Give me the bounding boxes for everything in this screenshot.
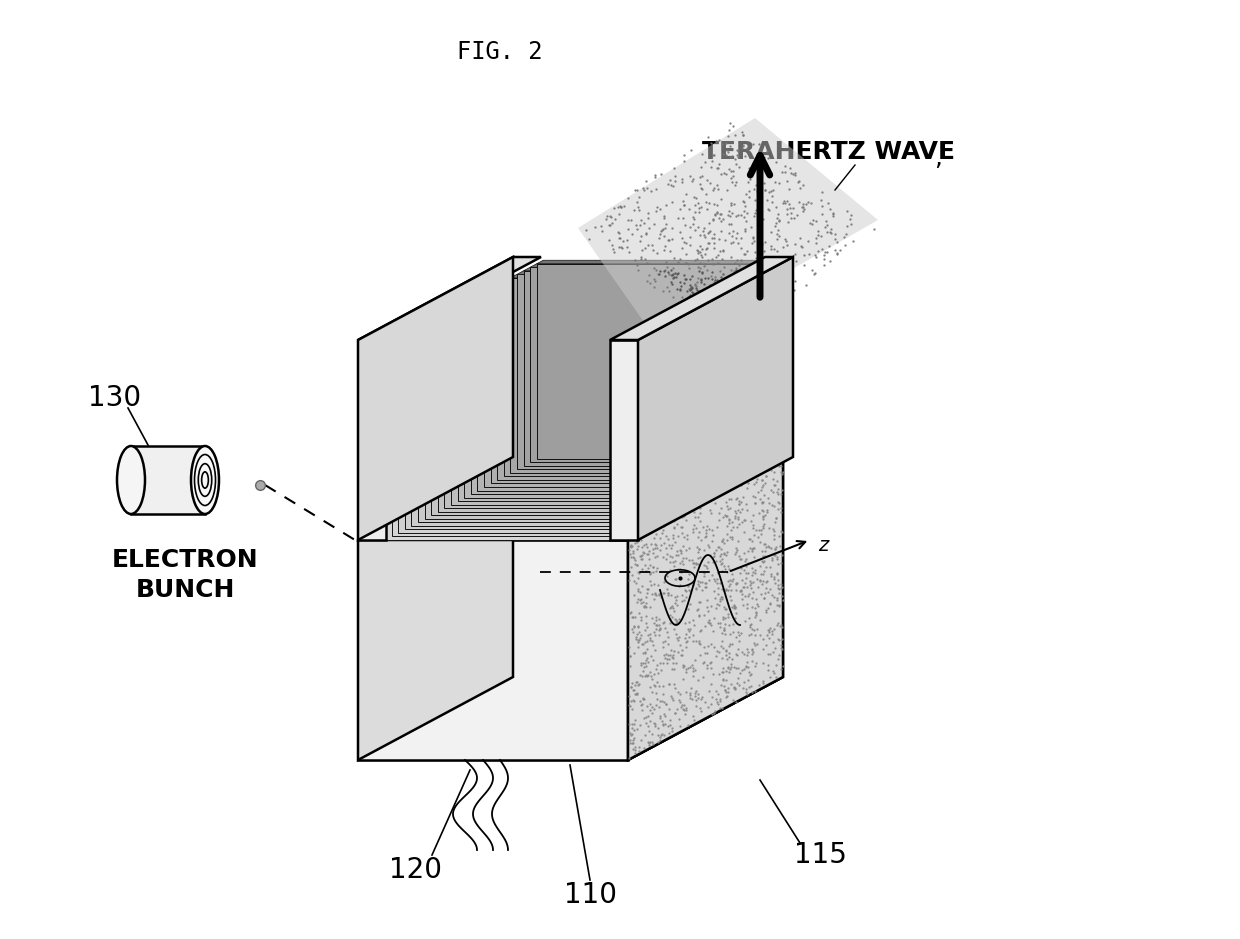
Polygon shape — [358, 257, 541, 340]
Text: FIG. 2: FIG. 2 — [458, 40, 543, 64]
Polygon shape — [404, 334, 630, 530]
Text: 130: 130 — [88, 384, 141, 412]
Polygon shape — [537, 264, 761, 459]
Polygon shape — [511, 274, 742, 278]
Polygon shape — [444, 314, 670, 508]
Polygon shape — [484, 292, 709, 487]
Text: TERAHERTZ WAVE: TERAHERTZ WAVE — [702, 140, 955, 164]
Polygon shape — [497, 282, 729, 285]
Polygon shape — [578, 118, 878, 345]
Polygon shape — [432, 320, 656, 516]
Polygon shape — [131, 446, 205, 514]
Polygon shape — [451, 310, 676, 504]
Text: 110: 110 — [563, 881, 616, 909]
Polygon shape — [384, 345, 610, 540]
Polygon shape — [491, 285, 722, 288]
Polygon shape — [610, 340, 639, 540]
Polygon shape — [424, 324, 650, 519]
Polygon shape — [358, 457, 513, 760]
Text: z: z — [818, 535, 828, 555]
Polygon shape — [464, 300, 696, 302]
Polygon shape — [438, 314, 670, 316]
Text: ,: , — [934, 146, 942, 170]
Text: 120: 120 — [388, 856, 441, 884]
Polygon shape — [418, 324, 650, 328]
Polygon shape — [517, 274, 742, 470]
Polygon shape — [627, 457, 782, 760]
Polygon shape — [358, 540, 627, 760]
Polygon shape — [523, 268, 755, 270]
Text: 115: 115 — [794, 841, 847, 869]
Polygon shape — [404, 331, 636, 334]
Ellipse shape — [191, 446, 219, 514]
Polygon shape — [477, 296, 702, 490]
Polygon shape — [517, 270, 749, 274]
Polygon shape — [398, 338, 624, 533]
Polygon shape — [392, 338, 624, 342]
Polygon shape — [438, 316, 662, 512]
Polygon shape — [432, 316, 662, 320]
Polygon shape — [511, 278, 735, 473]
Text: ELECTRON
BUNCH: ELECTRON BUNCH — [112, 548, 258, 602]
Polygon shape — [503, 278, 735, 282]
Polygon shape — [477, 292, 709, 296]
Polygon shape — [444, 310, 676, 314]
Polygon shape — [358, 257, 513, 540]
Polygon shape — [458, 306, 682, 501]
Polygon shape — [471, 300, 696, 494]
Polygon shape — [471, 296, 702, 300]
Polygon shape — [418, 328, 644, 522]
Polygon shape — [484, 288, 715, 292]
Polygon shape — [398, 334, 630, 338]
Polygon shape — [531, 264, 761, 268]
Polygon shape — [610, 257, 794, 340]
Polygon shape — [384, 342, 616, 345]
Polygon shape — [458, 302, 689, 306]
Polygon shape — [523, 270, 749, 466]
Polygon shape — [537, 260, 769, 264]
Polygon shape — [451, 306, 682, 310]
Polygon shape — [503, 282, 729, 476]
Polygon shape — [412, 328, 644, 331]
Polygon shape — [358, 457, 782, 540]
Polygon shape — [358, 677, 782, 760]
Polygon shape — [491, 288, 715, 484]
Ellipse shape — [117, 446, 145, 514]
Polygon shape — [627, 457, 782, 760]
Polygon shape — [531, 268, 755, 462]
Polygon shape — [497, 285, 722, 480]
Polygon shape — [639, 257, 794, 540]
Polygon shape — [412, 331, 636, 526]
Polygon shape — [464, 302, 689, 498]
Polygon shape — [358, 340, 386, 540]
Polygon shape — [424, 320, 656, 324]
Polygon shape — [392, 342, 616, 536]
